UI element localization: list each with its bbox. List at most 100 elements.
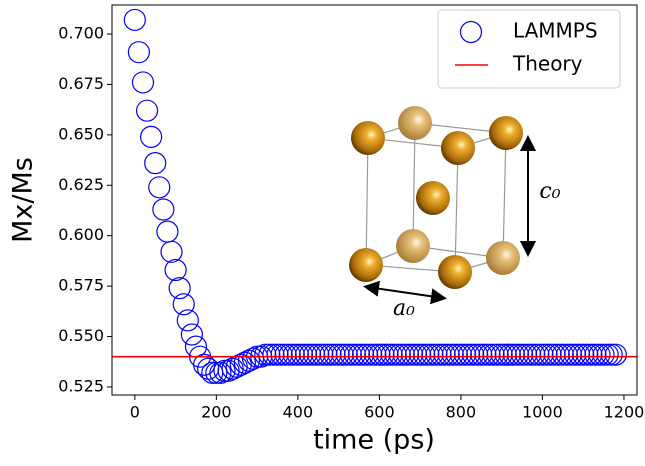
data-point (262, 343, 285, 366)
data-point (568, 343, 591, 366)
y-tick-label: 0.700 (58, 24, 104, 43)
data-point (596, 343, 619, 366)
annotation: a₀ (393, 296, 415, 321)
data-point (360, 343, 383, 366)
data-point (551, 343, 574, 366)
data-point (290, 343, 314, 366)
y-tick-label: 0.550 (58, 326, 104, 345)
data-point (294, 343, 318, 366)
data-point (588, 343, 611, 366)
data-point (278, 343, 301, 366)
y-tick-label: 0.650 (58, 124, 104, 143)
data-point (413, 343, 436, 366)
data-point (380, 343, 403, 366)
legend-label: LAMMPS (513, 19, 598, 43)
data-point (343, 343, 367, 366)
data-point (396, 343, 420, 366)
data-point (364, 343, 387, 366)
data-point (425, 343, 448, 366)
data-point (347, 343, 371, 366)
data-point (457, 343, 481, 366)
data-point (490, 343, 513, 366)
data-point (543, 343, 566, 366)
data-point (498, 343, 521, 366)
data-point (592, 343, 615, 366)
data-point (404, 343, 428, 366)
data-point (123, 8, 146, 32)
data-point (356, 343, 379, 366)
data-point (466, 343, 489, 366)
data-point (519, 343, 542, 366)
data-point (205, 361, 228, 384)
data-point (180, 323, 203, 346)
data-point (437, 343, 460, 366)
data-point (323, 343, 346, 366)
data-point (303, 343, 326, 366)
data-point (388, 343, 411, 366)
data-point (400, 343, 424, 366)
data-point (319, 343, 342, 366)
data-point (327, 343, 350, 366)
data-point (584, 343, 607, 366)
data-point (563, 343, 587, 366)
legend: LAMMPS Theory (437, 9, 621, 89)
data-point (213, 359, 236, 382)
crystal-inset (349, 106, 536, 305)
data-point (409, 343, 432, 366)
data-point (470, 343, 493, 366)
data-point (376, 343, 399, 366)
legend-box (437, 9, 621, 89)
data-point (486, 343, 509, 366)
data-point (453, 343, 477, 366)
data-point (482, 343, 505, 366)
data-point (384, 343, 407, 366)
data-point (449, 343, 473, 366)
axes-frame (111, 4, 638, 396)
data-point (339, 343, 362, 366)
data-point (445, 343, 468, 366)
data-point (474, 343, 497, 366)
data-point (372, 343, 395, 366)
data-point (478, 343, 501, 366)
data-point (298, 343, 322, 366)
data-point (148, 176, 171, 199)
data-point (140, 125, 163, 148)
legend-marker (459, 20, 483, 44)
annotation: c₀ (539, 179, 560, 204)
data-point (254, 343, 277, 366)
data-point (274, 343, 297, 366)
y-axis-label: Mx/Ms (8, 157, 39, 243)
data-point (335, 343, 358, 366)
data-point (600, 343, 623, 366)
data-point (547, 343, 570, 366)
y-tick-label: 0.575 (58, 276, 104, 295)
data-point (539, 343, 562, 366)
x-tick-label: 1000 (522, 403, 563, 422)
data-point (152, 198, 175, 221)
data-point (172, 293, 195, 316)
data-point (515, 343, 538, 366)
data-point (266, 343, 289, 366)
data-point (576, 343, 599, 366)
data-point (307, 343, 330, 366)
x-tick-label: 400 (283, 403, 314, 422)
data-point (168, 277, 191, 300)
data-point (282, 343, 305, 366)
data-point (286, 343, 309, 366)
data-point (555, 343, 578, 366)
data-point (131, 71, 155, 94)
data-point (160, 240, 183, 263)
data-point (433, 343, 456, 366)
data-point (331, 343, 354, 366)
data-point (510, 343, 534, 366)
data-point (156, 220, 179, 243)
data-point (392, 343, 415, 366)
data-point (315, 343, 338, 366)
data-point (258, 343, 281, 366)
y-tick-label: 0.600 (58, 225, 104, 244)
data-point (527, 343, 550, 366)
data-point (535, 343, 558, 366)
data-point (270, 343, 293, 366)
x-tick-label: 1200 (604, 403, 645, 422)
data-point (368, 343, 391, 366)
